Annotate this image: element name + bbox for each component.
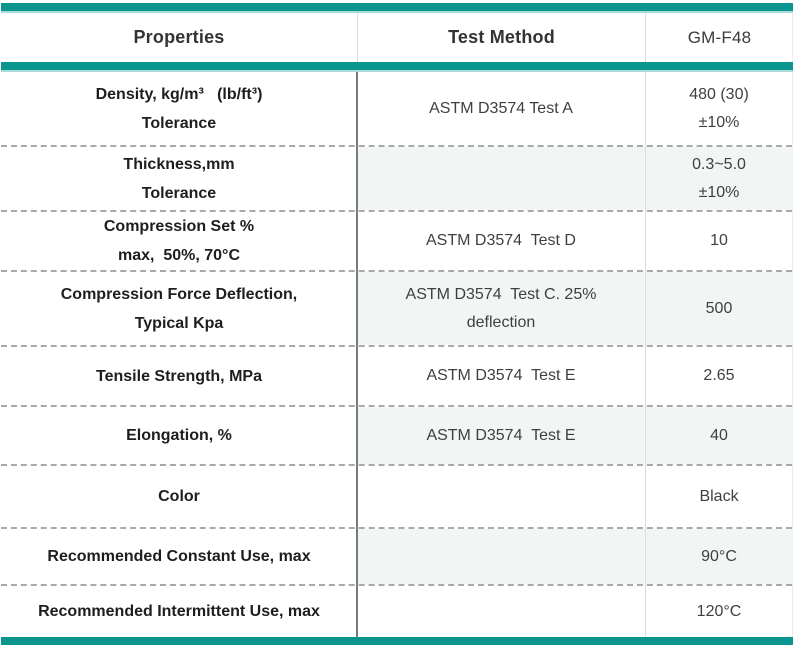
value-cell: 120°C: [645, 586, 793, 637]
value-cell: 90°C: [645, 529, 793, 584]
value-line: 10: [710, 232, 728, 249]
test-method-cell: [357, 466, 645, 527]
test-method-cell: ASTM D3574 Test E: [357, 407, 645, 464]
table-row-compression-force-deflection: Compression Force Deflection, Typical Kp…: [1, 270, 793, 345]
spec-table: Properties Test Method GM-F48 Density, k…: [1, 3, 793, 645]
method-line: ASTM D3574 Test D: [426, 232, 576, 249]
header-accent-bar: [1, 62, 793, 70]
table-row-tensile-strength: Tensile Strength, MPa ASTM D3574 Test E …: [1, 345, 792, 405]
value-cell: 2.65: [645, 347, 793, 405]
property-line: Compression Force Deflection,: [60, 285, 298, 303]
value-cell: 0.3~5.0 ±10%: [645, 147, 793, 210]
header-grade: GM-F48: [645, 13, 793, 62]
table-row-color: Color Black: [1, 464, 792, 527]
value-line: 120°C: [696, 602, 742, 620]
test-method-cell: [357, 147, 645, 210]
property-line: Elongation, %: [126, 427, 232, 444]
method-line: ASTM D3574 Test E: [426, 426, 576, 444]
table-row-thickness: Thickness,mm Tolerance 0.3~5.0 ±10%: [1, 145, 793, 210]
header-test-method: Test Method: [357, 13, 645, 62]
value-line: 480 (30): [689, 85, 749, 103]
column-divider-dark: [356, 72, 358, 637]
table-row-elongation: Elongation, % ASTM D3574 Test E 40: [1, 405, 793, 464]
property-cell: Density, kg/m³ (lb/ft³) Tolerance: [1, 72, 357, 145]
value-line: ±10%: [698, 183, 740, 201]
property-line: Typical Kpa: [134, 314, 224, 332]
value-line: 0.3~5.0: [692, 155, 746, 173]
property-cell: Compression Set % max, 50%, 70°C: [1, 212, 357, 270]
property-cell: Elongation, %: [1, 407, 357, 464]
property-line: Color: [158, 488, 200, 505]
table-header-row: Properties Test Method GM-F48: [1, 13, 793, 62]
property-cell: Color: [1, 466, 357, 527]
method-line: ASTM D3574 Test C. 25%: [405, 285, 597, 303]
table-row-density: Density, kg/m³ (lb/ft³) Tolerance ASTM D…: [1, 72, 792, 145]
property-cell: Thickness,mm Tolerance: [1, 147, 357, 210]
table-row-constant-use: Recommended Constant Use, max 90°C: [1, 527, 793, 584]
value-cell: 10: [645, 212, 793, 270]
value-cell: Black: [645, 466, 793, 527]
property-line: Thickness,mm: [123, 155, 235, 173]
column-divider-light: [645, 72, 646, 637]
property-line: Tensile Strength, MPa: [96, 367, 262, 385]
value-line: 90°C: [701, 547, 737, 565]
value-line: 500: [705, 299, 733, 317]
bottom-accent-bar: [1, 637, 793, 645]
test-method-cell: [357, 586, 645, 637]
property-line: Recommended Intermittent Use, max: [38, 603, 320, 620]
property-cell: Recommended Intermittent Use, max: [1, 586, 357, 637]
test-method-cell: ASTM D3574 Test D: [357, 212, 645, 270]
test-method-cell: ASTM D3574 Test A: [357, 72, 645, 145]
value-cell: 40: [645, 407, 793, 464]
property-cell: Compression Force Deflection, Typical Kp…: [1, 272, 357, 345]
method-line: ASTM D3574 Test E: [426, 367, 576, 384]
property-line: Tolerance: [141, 184, 217, 202]
header-properties: Properties: [133, 27, 225, 47]
test-method-cell: [357, 529, 645, 584]
table-body: Density, kg/m³ (lb/ft³) Tolerance ASTM D…: [1, 72, 793, 637]
value-cell: 480 (30) ±10%: [645, 72, 793, 145]
table-row-compression-set: Compression Set % max, 50%, 70°C ASTM D3…: [1, 210, 792, 270]
value-line: ±10%: [698, 113, 740, 131]
method-line: ASTM D3574 Test A: [429, 99, 573, 117]
property-cell: Recommended Constant Use, max: [1, 529, 357, 584]
property-line: Recommended Constant Use, max: [47, 548, 311, 565]
property-line: Tolerance: [141, 114, 217, 132]
value-line: 40: [710, 426, 728, 444]
property-line: max, 50%, 70°C: [117, 247, 241, 264]
top-accent-bar: [1, 3, 793, 11]
header-accent-bar-highlight: [1, 70, 793, 72]
property-line: Density, kg/m³ (lb/ft³): [95, 85, 263, 103]
test-method-cell: ASTM D3574 Test E: [357, 347, 645, 405]
top-accent-bar-highlight: [1, 11, 793, 13]
property-line: Compression Set %: [103, 218, 255, 235]
value-line: 2.65: [703, 367, 735, 384]
table-row-intermittent-use: Recommended Intermittent Use, max 120°C: [1, 584, 792, 637]
value-cell: 500: [645, 272, 793, 345]
property-cell: Tensile Strength, MPa: [1, 347, 357, 405]
test-method-cell: ASTM D3574 Test C. 25% deflection: [357, 272, 645, 345]
value-line: Black: [699, 487, 739, 505]
method-line: deflection: [466, 313, 536, 331]
